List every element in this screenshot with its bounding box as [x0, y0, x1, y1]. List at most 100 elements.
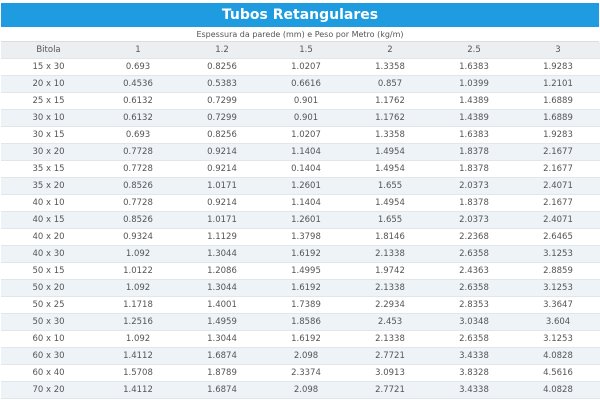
table-cell: 3.0913 [348, 365, 432, 382]
table-cell: 0.7728 [96, 144, 180, 161]
row-label: 40 x 15 [1, 212, 96, 229]
table-cell: 2.8353 [432, 297, 516, 314]
table: Bitola 1 1.2 1.5 2 2.5 3 15 x 30 0.693 0.8256 1.02… [1, 42, 600, 399]
table-cell: 1.6874 [180, 348, 264, 365]
table-cell: 2.0373 [432, 178, 516, 195]
table-cell: 1.6874 [180, 382, 264, 399]
table-cell: 0.693 [96, 127, 180, 144]
table-cell: 1.8378 [432, 144, 516, 161]
table-cell: 2.2934 [348, 297, 432, 314]
table-cell: 0.901 [264, 110, 348, 127]
table-cell: 2.7721 [348, 348, 432, 365]
table-cell: 1.0122 [96, 263, 180, 280]
table-cell: 1.1762 [348, 93, 432, 110]
table-cell: 3.1253 [516, 246, 600, 263]
table-cell: 1.6192 [264, 280, 348, 297]
table-cell: 4.0828 [516, 348, 600, 365]
table-cell: 1.4995 [264, 263, 348, 280]
table-cell: 1.092 [96, 331, 180, 348]
table-cell: 1.0171 [180, 178, 264, 195]
row-label: 15 x 30 [1, 59, 96, 76]
table-cell: 0.8526 [96, 212, 180, 229]
row-label: 60 x 40 [1, 365, 96, 382]
table-cell: 0.7299 [180, 93, 264, 110]
table-cell: 1.092 [96, 280, 180, 297]
table-cell: 2.4363 [432, 263, 516, 280]
table-cell: 1.8789 [180, 365, 264, 382]
table-cell: 1.6192 [264, 331, 348, 348]
table-cell: 0.1404 [264, 161, 348, 178]
table-cell: 1.4112 [96, 382, 180, 399]
table-cell: 2.3374 [264, 365, 348, 382]
row-label: 35 x 20 [1, 178, 96, 195]
table-cell: 2.1677 [516, 161, 600, 178]
header-cell: Bitola [1, 42, 96, 59]
row-label: 50 x 20 [1, 280, 96, 297]
table-cell: 2.4071 [516, 178, 600, 195]
table-cell: 2.1338 [348, 246, 432, 263]
table-cell: 0.4536 [96, 76, 180, 93]
header-cell: 2.5 [432, 42, 516, 59]
header-cell: 1.2 [180, 42, 264, 59]
table-cell: 2.2368 [432, 229, 516, 246]
table-cell: 1.092 [96, 246, 180, 263]
header-cell: 2 [348, 42, 432, 59]
table-cell: 0.9214 [180, 195, 264, 212]
table-cell: 1.655 [348, 212, 432, 229]
table-cell: 3.8328 [432, 365, 516, 382]
table-cell: 4.5616 [516, 365, 600, 382]
table-cell: 0.693 [96, 59, 180, 76]
table-cell: 4.0828 [516, 382, 600, 399]
table-cell: 2.8859 [516, 263, 600, 280]
row-label: 50 x 15 [1, 263, 96, 280]
header-cell: 1 [96, 42, 180, 59]
header-cell: 3 [516, 42, 600, 59]
table-cell: 0.857 [348, 76, 432, 93]
table-cell: 1.4001 [180, 297, 264, 314]
table-cell: 1.1404 [264, 195, 348, 212]
table-cell: 1.3044 [180, 331, 264, 348]
table-cell: 0.5383 [180, 76, 264, 93]
row-label: 60 x 10 [1, 331, 96, 348]
row-label: 60 x 30 [1, 348, 96, 365]
table-cell: 0.901 [264, 93, 348, 110]
row-label: 50 x 25 [1, 297, 96, 314]
table-cell: 1.3044 [180, 280, 264, 297]
table-cell: 2.1677 [516, 195, 600, 212]
table-title: Tubos Retangulares [1, 3, 599, 27]
table-cell: 1.3798 [264, 229, 348, 246]
table-cell: 2.0373 [432, 212, 516, 229]
table-cell: 2.1338 [348, 331, 432, 348]
table-cell: 1.9283 [516, 59, 600, 76]
table-cell: 0.9214 [180, 161, 264, 178]
row-label: 40 x 20 [1, 229, 96, 246]
table-cell: 1.4389 [432, 110, 516, 127]
table-cell: 1.6383 [432, 59, 516, 76]
table-cell: 1.4954 [348, 195, 432, 212]
table-cell: 2.453 [348, 314, 432, 331]
table-cell: 1.6889 [516, 110, 600, 127]
table-cell: 0.9324 [96, 229, 180, 246]
table-cell: 3.3647 [516, 297, 600, 314]
table-cell: 0.9214 [180, 144, 264, 161]
table-cell: 1.655 [348, 178, 432, 195]
row-label: 30 x 15 [1, 127, 96, 144]
table-cell: 1.4954 [348, 144, 432, 161]
table-cell: 0.6132 [96, 110, 180, 127]
table-cell: 3.604 [516, 314, 600, 331]
table-cell: 2.6358 [432, 246, 516, 263]
table-cell: 1.0171 [180, 212, 264, 229]
table-cell: 1.1718 [96, 297, 180, 314]
table-cell: 1.6192 [264, 246, 348, 263]
table-cell: 3.4338 [432, 348, 516, 365]
row-label: 70 x 20 [1, 382, 96, 399]
table-cell: 1.3044 [180, 246, 264, 263]
table-cell: 1.2101 [516, 76, 600, 93]
table-cell: 1.1404 [264, 144, 348, 161]
table-cell: 1.2601 [264, 212, 348, 229]
table-cell: 1.4389 [432, 93, 516, 110]
table-cell: 1.3358 [348, 59, 432, 76]
table-cell: 2.6358 [432, 331, 516, 348]
table-cell: 1.2086 [180, 263, 264, 280]
